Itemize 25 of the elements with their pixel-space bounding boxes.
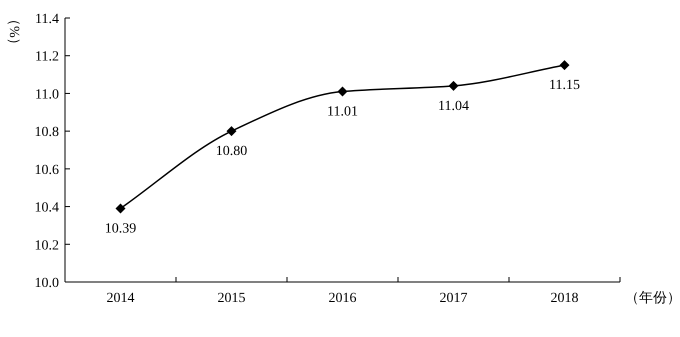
x-tick-label: 2015 bbox=[218, 291, 246, 306]
point bbox=[116, 203, 126, 214]
data-label: 11.01 bbox=[327, 104, 358, 120]
text: 11.4 bbox=[35, 12, 59, 27]
point bbox=[338, 86, 348, 97]
point bbox=[226, 126, 236, 136]
x-tick-label: 2017 bbox=[440, 291, 468, 306]
data-label: 10.80 bbox=[216, 144, 248, 160]
text: 11.0 bbox=[35, 87, 59, 102]
point bbox=[448, 80, 458, 91]
data-label: 11.04 bbox=[438, 98, 469, 114]
text: 10.6 bbox=[34, 162, 59, 178]
data-label: 11.15 bbox=[549, 78, 580, 94]
x-tick-label: 2014 bbox=[106, 291, 134, 306]
text: 10.0 bbox=[34, 276, 59, 291]
text: 11.2 bbox=[35, 50, 59, 65]
x-tick-label: 2016 bbox=[328, 291, 356, 306]
x-axis-title: （年份） bbox=[625, 290, 680, 306]
y-axis-title: （%） bbox=[6, 12, 21, 52]
point bbox=[560, 60, 570, 70]
x-tick-label: 2018 bbox=[550, 291, 578, 306]
text: 10.4 bbox=[34, 200, 59, 216]
text: 10.2 bbox=[34, 238, 59, 254]
text: 10.8 bbox=[34, 125, 59, 140]
data-label: 10.39 bbox=[104, 221, 136, 236]
